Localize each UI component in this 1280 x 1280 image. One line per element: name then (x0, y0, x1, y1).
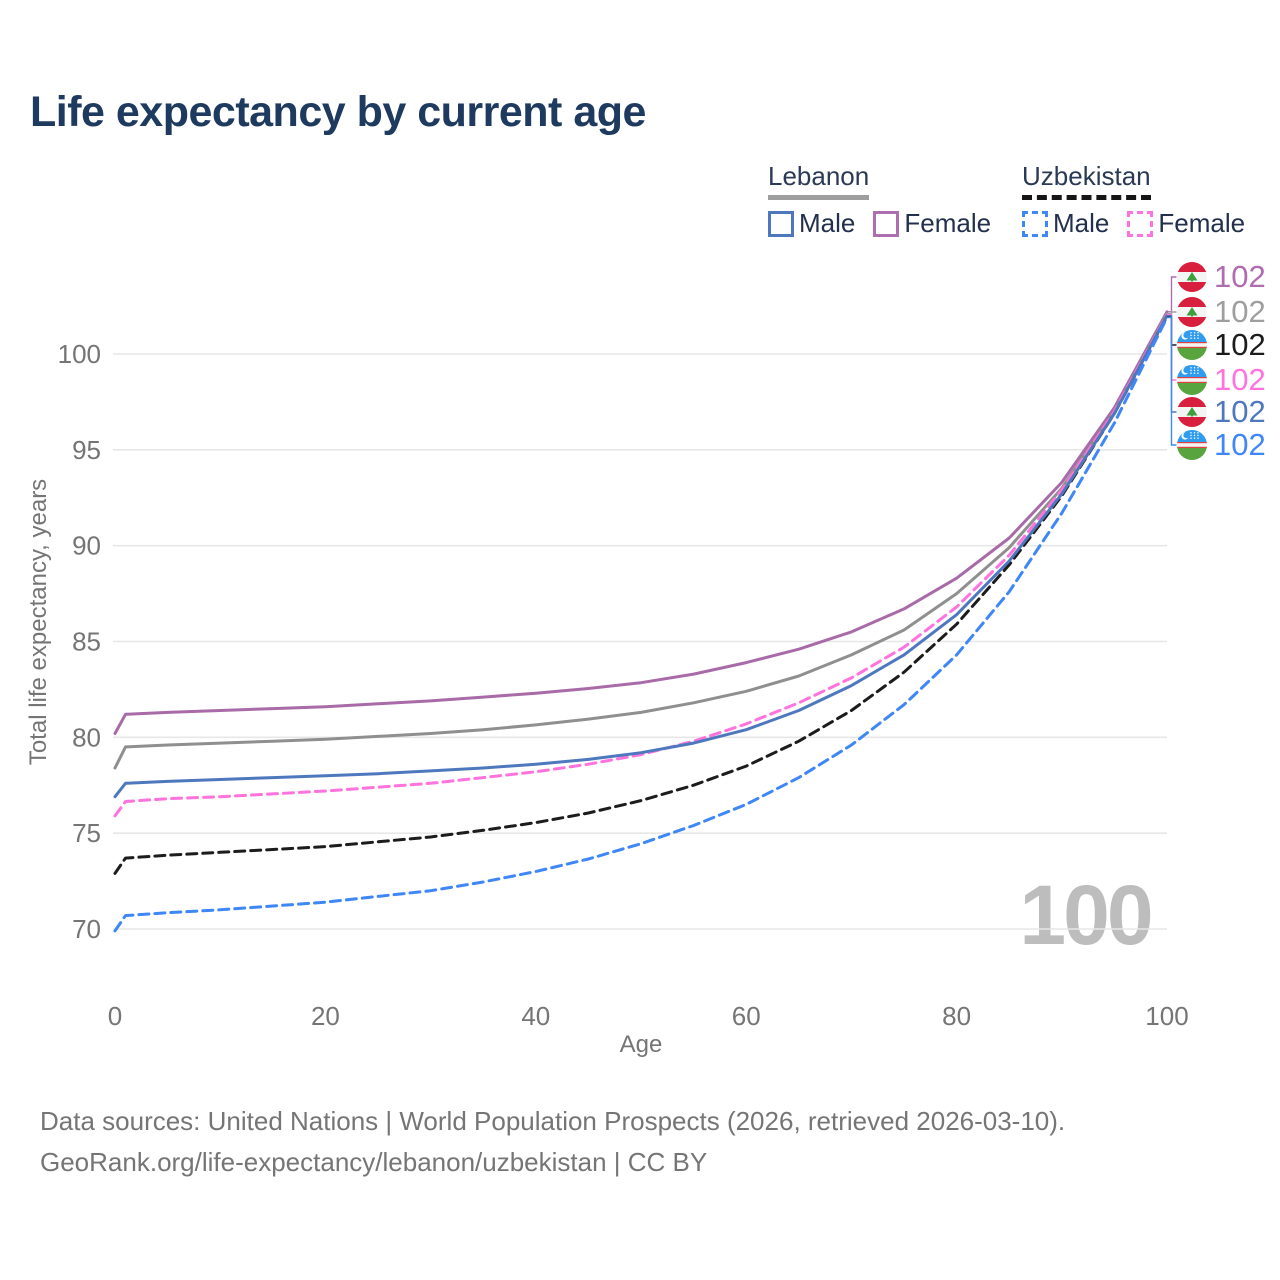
end-value-label-lebanon-male: 102 (1214, 394, 1266, 429)
y-axis-title: Total life expectancy, years (25, 479, 52, 765)
series-line-uzbekistan-male (113, 316, 1169, 933)
x-axis-title: Age (620, 1031, 663, 1058)
x-tick-40: 40 (521, 1001, 550, 1031)
end-value-label-uzbekistan-female: 102 (1214, 362, 1266, 397)
end-label-connector (1167, 311, 1177, 315)
uzbekistan-female-swatch-icon (1127, 210, 1154, 237)
end-value-label-uzbekistan-male: 102 (1214, 427, 1266, 462)
x-tick-0: 0 (108, 1001, 122, 1031)
uzbekistan-male-swatch-icon (1022, 210, 1048, 237)
x-tick-20: 20 (311, 1001, 340, 1031)
data-sources-text: Data sources: United Nations | World Pop… (40, 1106, 1066, 1136)
end-label-connector (1167, 316, 1177, 446)
end-label-connector (1167, 276, 1177, 313)
x-tick-100: 100 (1145, 1001, 1188, 1031)
y-tick-70: 70 (72, 914, 101, 944)
legend-country-uzbekistan: Uzbekistan (1022, 161, 1151, 200)
legend-label: Female (1158, 208, 1246, 238)
lebanon-flag-icon (1177, 397, 1207, 427)
legend-label: Male (1053, 208, 1110, 238)
y-tick-75: 75 (72, 818, 101, 848)
y-tick-85: 85 (72, 626, 101, 656)
end-value-label-lebanon-female: 102 (1214, 259, 1266, 294)
series-line-uzbekistan-both (113, 315, 1169, 875)
lebanon-male-swatch-icon (768, 210, 794, 237)
uzbekistan-flag-icon (1177, 365, 1207, 395)
y-tick-100: 100 (58, 339, 101, 369)
uzbekistan-flag-icon (1177, 430, 1207, 460)
page-title: Life expectancy by current age (30, 88, 646, 136)
y-tick-90: 90 (72, 531, 101, 561)
series-line-lebanon-female (113, 310, 1169, 735)
series-line-lebanon-both (113, 312, 1169, 770)
legend-toggle-uzbekistan-female[interactable]: Female (1127, 208, 1245, 239)
legend-toggle-lebanon-male[interactable]: Male (768, 208, 855, 239)
end-value-label-uzbekistan-both: 102 (1214, 327, 1266, 362)
legend-group-uzbekistan: Uzbekistan Male Female (1022, 161, 1263, 239)
series-line-lebanon-male (113, 314, 1169, 799)
y-tick-95: 95 (72, 435, 101, 465)
lebanon-flag-icon (1177, 262, 1207, 292)
legend-label: Male (799, 208, 856, 238)
series-line-uzbekistan-female (113, 313, 1169, 818)
legend-label: Female (904, 208, 992, 238)
lebanon-flag-icon (1177, 297, 1207, 327)
legend-toggle-uzbekistan-male[interactable]: Male (1022, 208, 1109, 239)
legend-group-lebanon: Lebanon Male Female (768, 161, 1009, 239)
x-tick-80: 80 (942, 1001, 971, 1031)
legend-country-lebanon: Lebanon (768, 161, 870, 200)
age-counter-watermark: 100 (1019, 868, 1150, 962)
uzbekistan-flag-icon (1177, 330, 1207, 360)
attribution-link-text: GeoRank.org/life-expectancy/lebanon/uzbe… (40, 1147, 708, 1177)
end-value-label-lebanon-both: 102 (1214, 294, 1266, 329)
legend-toggle-lebanon-female[interactable]: Female (873, 208, 991, 239)
y-tick-80: 80 (72, 722, 101, 752)
x-tick-60: 60 (732, 1001, 761, 1031)
lebanon-female-swatch-icon (873, 210, 900, 237)
